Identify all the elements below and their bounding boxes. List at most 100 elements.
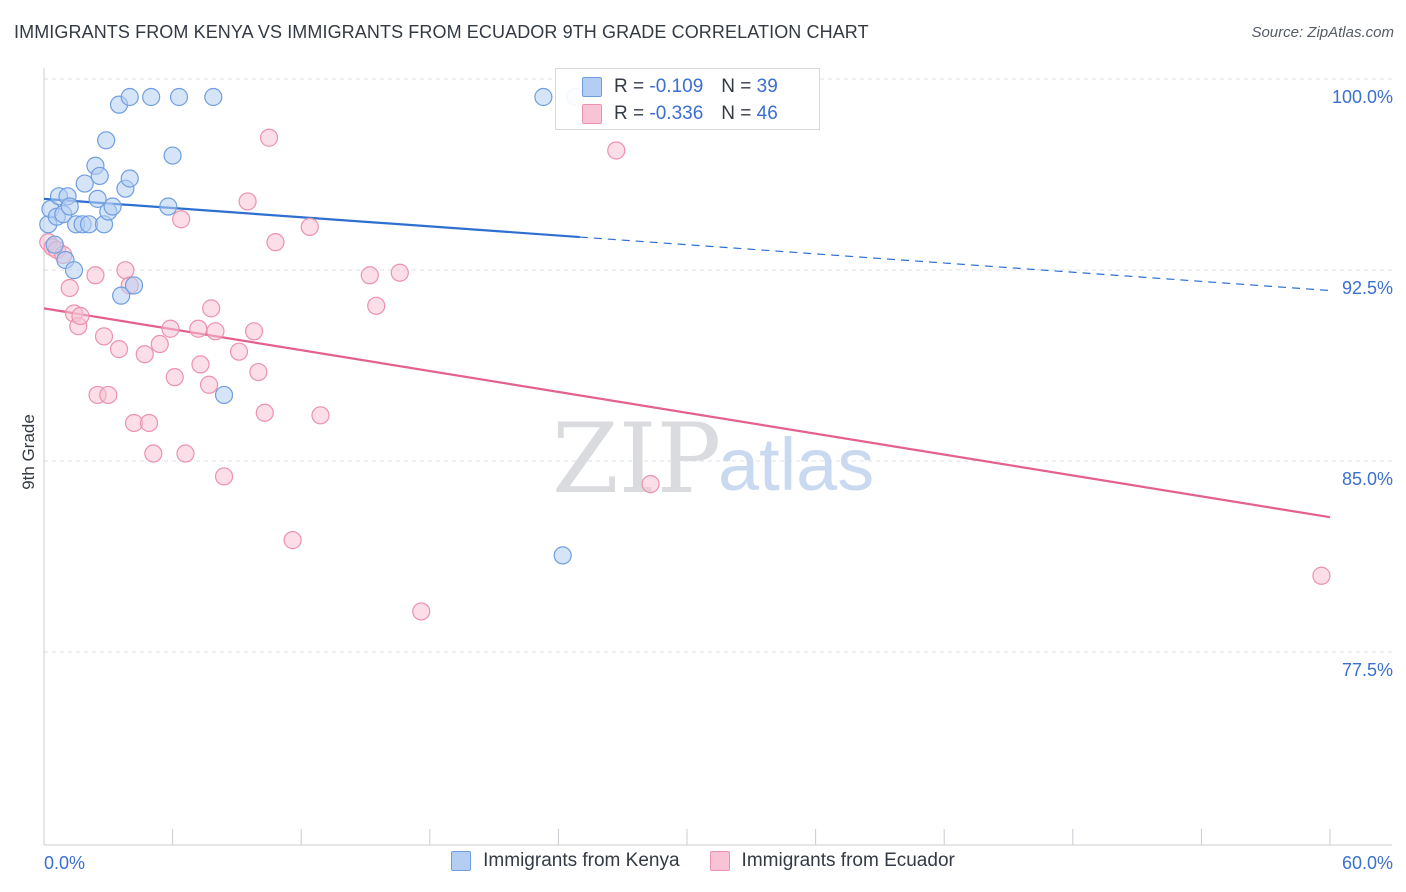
legend-ecuador-n: 46 (756, 103, 778, 124)
point-kenya (60, 197, 79, 216)
point-kenya (124, 276, 144, 295)
data-points (39, 87, 1331, 621)
point-ecuador (191, 355, 210, 374)
point-ecuador (199, 375, 219, 394)
y-tick-label: 100.0% (1332, 87, 1393, 107)
point-ecuador (71, 306, 90, 326)
stats-legend: R = -0.109 N = 39 R = -0.336 N = 46 (555, 68, 820, 130)
point-ecuador (266, 233, 285, 252)
point-ecuador (144, 444, 163, 463)
point-ecuador (607, 141, 626, 160)
watermark-atlas: atlas (718, 423, 874, 506)
point-kenya (88, 189, 107, 208)
point-kenya (534, 87, 553, 107)
point-kenya (90, 166, 109, 186)
legend-r-label: R = (614, 103, 645, 124)
point-ecuador (255, 403, 274, 422)
chart-source: Source: ZipAtlas.com (1251, 24, 1394, 41)
point-ecuador (135, 345, 154, 364)
trend-lines (43, 197, 1331, 519)
legend-r-label: R = (614, 76, 645, 97)
point-ecuador (229, 342, 249, 361)
point-kenya (169, 87, 189, 107)
point-kenya (120, 87, 139, 107)
point-ecuador (99, 385, 118, 405)
point-ecuador (150, 334, 169, 354)
point-kenya (64, 261, 84, 280)
point-ecuador (641, 474, 660, 494)
point-kenya (163, 146, 182, 165)
point-ecuador (412, 602, 431, 621)
series-legend-kenya: Immigrants from Kenya (451, 850, 680, 872)
y-axis-title: 9th Grade (19, 414, 38, 490)
point-kenya (112, 286, 131, 305)
series-legend-ecuador: Immigrants from Ecuador (709, 850, 955, 872)
series-label-kenya: Immigrants from Kenya (483, 850, 680, 871)
point-ecuador (238, 192, 257, 211)
y-tick-label: 85.0% (1342, 469, 1393, 489)
point-ecuador (94, 327, 114, 346)
point-kenya (120, 169, 139, 188)
point-ecuador (109, 340, 129, 359)
legend-kenya-r: -0.109 (649, 76, 704, 97)
legend-n-label: N = (721, 76, 752, 97)
point-kenya (204, 87, 223, 107)
trend-line-ecuador (43, 307, 1331, 519)
point-ecuador (259, 128, 279, 147)
point-kenya (214, 385, 234, 405)
legend-swatch-kenya (582, 77, 602, 97)
point-kenya (103, 197, 122, 216)
point-ecuador (86, 266, 105, 285)
point-ecuador (249, 362, 268, 382)
point-ecuador (206, 322, 225, 341)
point-ecuador (390, 263, 409, 282)
point-kenya (45, 235, 64, 254)
point-ecuador (283, 531, 302, 550)
legend-row-ecuador: R = -0.336 N = 46 (556, 100, 778, 128)
point-ecuador (60, 278, 79, 298)
point-ecuador (202, 299, 221, 318)
legend-n-label: N = (721, 103, 752, 124)
point-kenya (97, 131, 116, 150)
point-ecuador (176, 444, 195, 463)
point-ecuador (116, 261, 135, 280)
series-label-ecuador: Immigrants from Ecuador (741, 850, 955, 871)
watermark: ZIP atlas (552, 403, 874, 515)
point-ecuador (300, 217, 319, 236)
series-swatch-kenya (451, 851, 472, 871)
legend-swatch-ecuador (582, 104, 602, 124)
point-ecuador (139, 413, 159, 433)
trend-line-kenya (43, 197, 580, 239)
point-ecuador (189, 319, 208, 338)
point-ecuador (172, 210, 191, 229)
watermark-zip: ZIP (552, 403, 721, 515)
x-tick-label-max: 60.0% (1342, 853, 1393, 873)
point-kenya (142, 87, 161, 107)
point-ecuador (165, 368, 184, 387)
chart-title: IMMIGRANTS FROM KENYA VS IMMIGRANTS FROM… (14, 22, 869, 42)
point-kenya (159, 197, 178, 216)
point-kenya (75, 174, 94, 193)
point-kenya (553, 546, 572, 565)
gridlines (44, 78, 1392, 653)
point-ecuador (244, 322, 264, 341)
trend-line-extension-kenya (579, 236, 1331, 292)
legend-ecuador-r: -0.336 (649, 103, 704, 124)
legend-kenya-n: 39 (756, 76, 778, 97)
axes (43, 68, 1392, 846)
series-legend: Immigrants from Kenya Immigrants from Ec… (0, 850, 1406, 872)
point-ecuador (214, 467, 234, 486)
legend-row-kenya: R = -0.109 N = 39 (556, 73, 778, 101)
point-ecuador (161, 319, 180, 338)
series-swatch-ecuador (709, 851, 730, 871)
point-ecuador (1312, 566, 1331, 585)
point-ecuador (360, 266, 379, 285)
point-ecuador (311, 406, 330, 425)
y-tick-label: 92.5% (1342, 278, 1393, 298)
x-tick-label-min: 0.0% (44, 853, 85, 873)
point-ecuador (367, 296, 386, 315)
axis-labels: 100.0% 92.5% 85.0% 77.5% 0.0% 60.0% 9th Grade (19, 87, 1393, 873)
y-tick-label: 77.5% (1342, 660, 1393, 680)
